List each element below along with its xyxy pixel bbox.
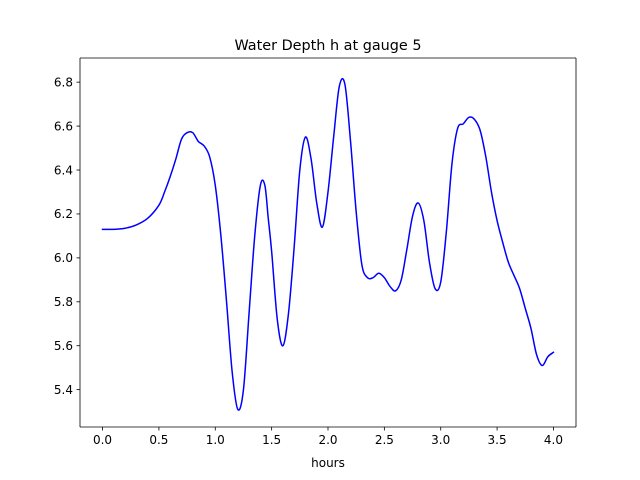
y-tick-label: 6.8 [54, 75, 73, 89]
series-layer [101, 77, 555, 411]
x-tick-label: 2.5 [375, 433, 394, 447]
chart-title: Water Depth h at gauge 5 [234, 38, 421, 54]
x-axis: 0.0 0.5 1.0 1.5 2.0 2.5 3.0 3.5 4.0 [93, 427, 563, 447]
y-tick-label: 5.6 [54, 339, 73, 353]
x-axis-label: hours [311, 456, 345, 470]
x-tick-label: 1.5 [262, 433, 281, 447]
x-tick-label: 2.0 [318, 433, 337, 447]
x-tick-label: 4.0 [544, 433, 563, 447]
x-tick-label: 0.5 [149, 433, 168, 447]
y-tick-label: 6.2 [54, 207, 73, 221]
x-tick-label: 3.5 [488, 433, 507, 447]
y-tick-label: 6.4 [54, 163, 73, 177]
series-line [101, 77, 555, 411]
plot-area [80, 58, 576, 427]
y-tick-label: 5.8 [54, 295, 73, 309]
x-tick-label: 0.0 [93, 433, 112, 447]
y-tick-label: 6.0 [54, 251, 73, 265]
x-tick-label: 3.0 [431, 433, 450, 447]
x-tick-label: 1.0 [206, 433, 225, 447]
y-axis: 5.4 5.6 5.8 6.0 6.2 6.4 6.6 6.8 [54, 75, 80, 397]
y-tick-label: 6.6 [54, 119, 73, 133]
y-tick-label: 5.4 [54, 383, 73, 397]
